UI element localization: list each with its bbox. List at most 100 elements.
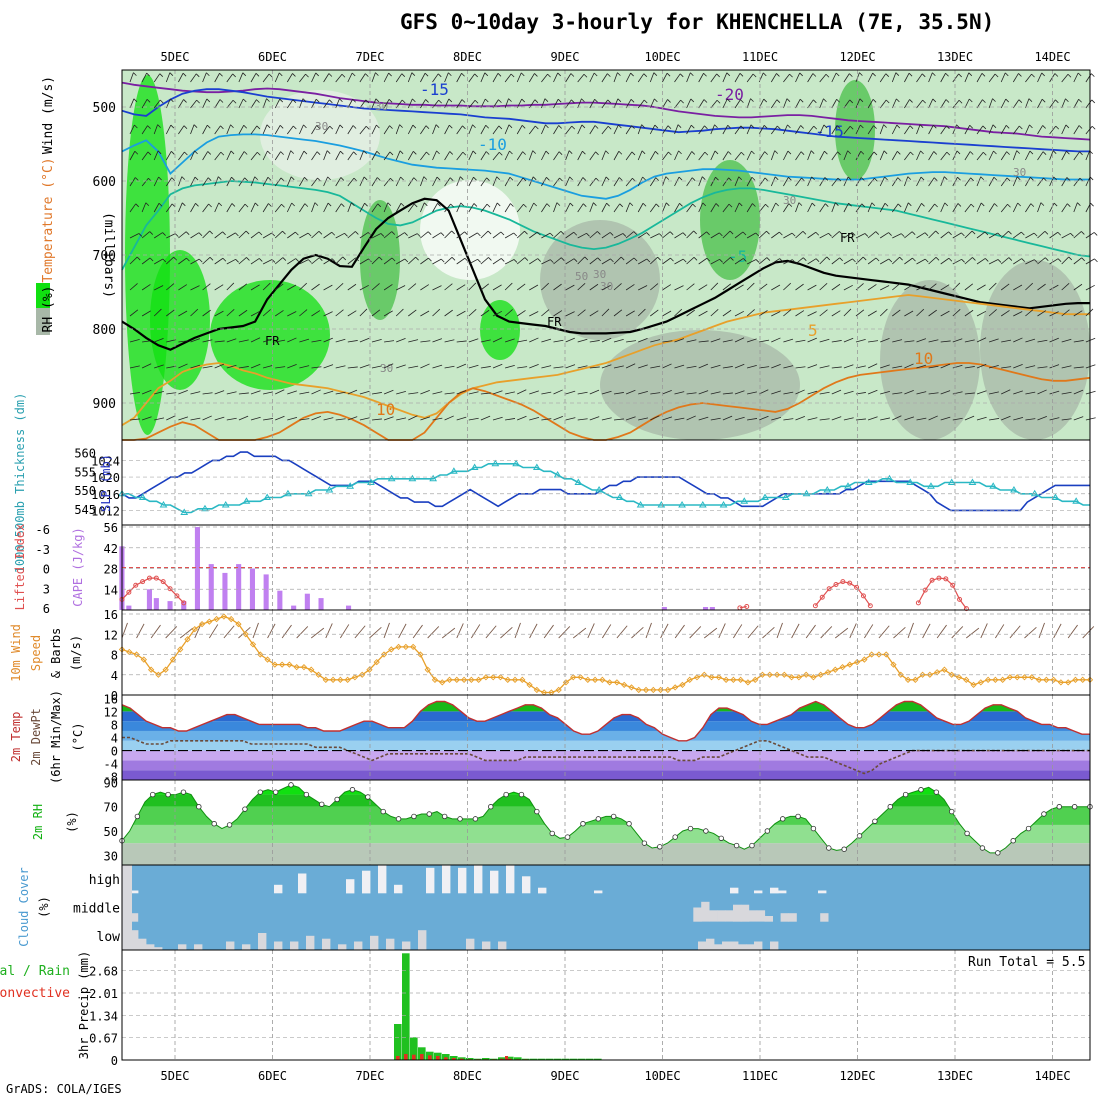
upper-wind-barb [1021, 231, 1025, 236]
thickness-point [864, 478, 873, 485]
wind-speed-point [460, 676, 468, 683]
upper-wind-barb [183, 99, 187, 103]
wind-speed-point [759, 671, 766, 678]
precip-total-bar [562, 1058, 570, 1060]
upper-wind-barb [432, 232, 442, 239]
upper-wind-barb [613, 151, 620, 161]
date-label-bottom: 7DEC [356, 1069, 385, 1083]
upper-wind-barb [1013, 231, 1022, 239]
upper-wind-barb [279, 98, 284, 103]
upper-wind-barb [444, 339, 455, 343]
temp-tick-label: 16 [104, 692, 118, 706]
upper-wind-barb [194, 176, 199, 181]
upper-wind-barb [613, 339, 624, 343]
upper-wind-barb [589, 310, 599, 317]
cloud-level-label: low [97, 930, 121, 945]
upper-wind-barb [831, 340, 842, 343]
upper-wind-barb [674, 124, 679, 135]
upper-wind-barb [480, 283, 490, 291]
upper-wind-barb [746, 282, 755, 291]
upper-wind-barb [819, 150, 825, 161]
upper-wind-barb [299, 418, 310, 421]
upper-wind-barb [492, 258, 502, 265]
wind-barb [863, 624, 874, 639]
upper-wind-barb [625, 363, 636, 369]
wind-speed-point [453, 676, 460, 683]
upper-wind-barb [344, 233, 348, 237]
upper-wind-barb [383, 389, 394, 395]
upper-wind-barb [746, 124, 752, 135]
upper-wind-barb [861, 177, 865, 181]
upper-wind-barb [141, 257, 151, 265]
upper-wind-barb [819, 203, 826, 213]
upper-wind-barb [888, 258, 893, 263]
thickness-point [346, 482, 355, 489]
upper-wind-barb [492, 73, 499, 83]
wind-barb [922, 623, 931, 639]
wind-speed-point [584, 676, 591, 683]
upper-wind-barb [783, 203, 790, 213]
upper-wind-barb [153, 124, 158, 135]
upper-wind-barb [819, 232, 829, 239]
upper-wind-barb [940, 257, 950, 265]
upper-wind-barb [206, 72, 210, 77]
upper-wind-barb [299, 73, 306, 83]
upper-wind-barb [311, 366, 322, 369]
upper-wind-barb [831, 389, 842, 395]
wind-speed-point [977, 679, 984, 686]
upper-wind-barb [383, 177, 391, 187]
upper-wind-barb [408, 256, 416, 265]
upper-wind-barb [828, 233, 832, 237]
cloud-high-bar [394, 884, 403, 894]
upper-wind-barb [867, 151, 875, 161]
upper-wind-barb [570, 73, 575, 77]
upper-wind-barb [190, 258, 200, 265]
upper-wind-barb [129, 365, 140, 369]
cloud-high-bar [754, 890, 763, 894]
upper-wind-barb [159, 99, 164, 104]
upper-wind-barb [411, 72, 416, 76]
upper-wind-barb [837, 151, 841, 156]
upper-wind-barb [969, 124, 974, 129]
upper-wind-barb [190, 232, 200, 239]
upper-wind-barb [891, 72, 897, 83]
upper-wind-barb [638, 417, 649, 421]
upper-wind-barb [355, 231, 359, 235]
cape-bar [346, 605, 352, 610]
cloud-level-label: high [89, 873, 120, 888]
upper-wind-barb [190, 176, 196, 187]
li-point [812, 603, 818, 609]
upper-wind-barb [295, 258, 299, 262]
upper-wind-barb [1065, 98, 1069, 103]
upper-wind-barb [315, 98, 320, 103]
upper-wind-barb [961, 259, 965, 263]
upper-wind-barb [807, 150, 812, 161]
upper-wind-barb [867, 416, 878, 421]
upper-wind-barb [449, 177, 454, 181]
upper-wind-barb [892, 392, 903, 395]
upper-wind-barb [371, 203, 379, 213]
pressure-tick-label: 600 [93, 175, 116, 190]
upper-wind-barb [545, 124, 549, 129]
wind-speed-point [424, 666, 431, 673]
upper-wind-barb [952, 282, 961, 291]
wind-speed-point [366, 666, 373, 673]
wind-speed-point [824, 669, 832, 676]
upper-wind-barb [1066, 150, 1070, 155]
upper-wind-barb [347, 366, 358, 369]
upper-wind-barb [371, 418, 382, 421]
wind-barb [121, 622, 128, 639]
upper-wind-barb [867, 284, 877, 291]
rh-point [949, 808, 955, 815]
upper-wind-barb [254, 176, 259, 181]
upper-wind-barb [347, 257, 356, 265]
date-label-bottom: 9DEC [551, 1069, 580, 1083]
upper-wind-barb [988, 282, 997, 291]
wind-barb [601, 624, 612, 639]
thickness-point [719, 501, 728, 508]
cloud-low-bar [730, 941, 739, 950]
precip-total-bar [418, 1047, 426, 1060]
upper-wind-barb [921, 203, 925, 207]
upper-wind-barb [323, 125, 331, 135]
cloud-low-bar [290, 941, 299, 950]
